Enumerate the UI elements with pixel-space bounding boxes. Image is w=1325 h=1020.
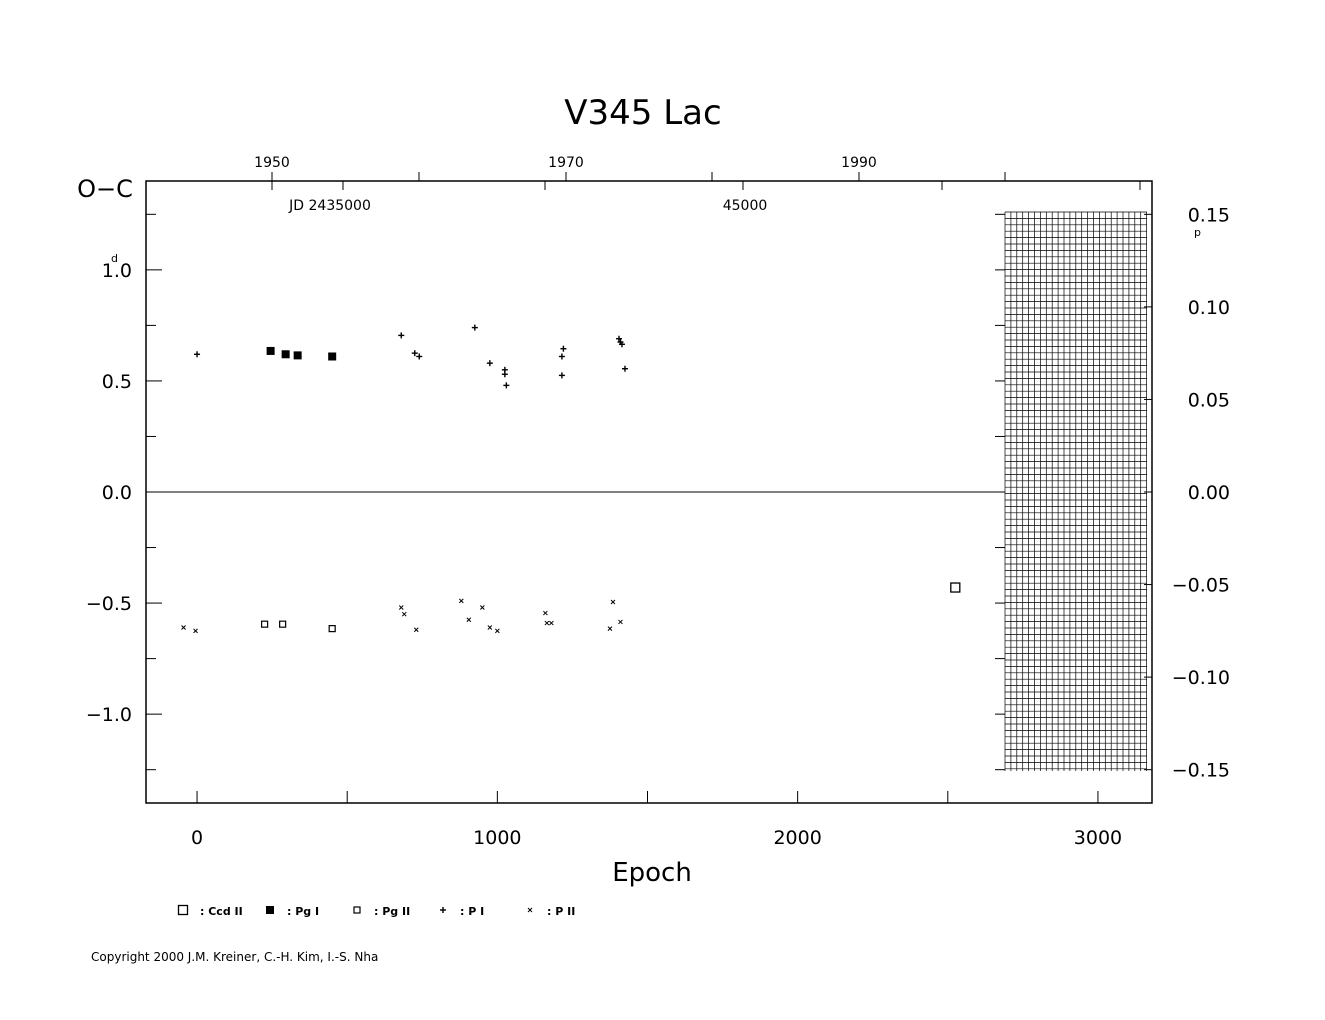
legend-label-p-ii: : P II (547, 905, 575, 918)
point-p-i (398, 332, 405, 339)
legend-marker-p-ii (527, 907, 533, 913)
x-tick-label: 1000 (473, 827, 521, 849)
point-p-i (501, 371, 508, 378)
legend-marker-ccd-ii (177, 904, 189, 916)
point-p-ii (398, 605, 404, 610)
point-p-ii (494, 628, 500, 634)
point-p-i (471, 324, 478, 331)
unobserved-region-grid (1004, 211, 1147, 771)
point-p-ii (543, 610, 548, 616)
right-tick-label: 0.15 (1188, 204, 1230, 226)
point-pg-ii (261, 620, 269, 628)
chart-title: V345 Lac (564, 93, 721, 133)
x-tick-label: 2000 (773, 827, 821, 849)
copyright-notice: Copyright 2000 J.M. Kreiner, C.-H. Kim, … (91, 950, 378, 964)
point-p-ii (610, 599, 616, 605)
point-ccd-ii (950, 582, 961, 593)
y-tick-label: 1.0 (102, 260, 132, 282)
legend-marker-pg-ii (353, 906, 361, 914)
y-tick-label: −0.5 (86, 593, 132, 615)
point-p-i (560, 345, 567, 352)
y-tick-label: −1.0 (86, 704, 132, 726)
point-p-ii (487, 625, 493, 630)
point-pg-ii (279, 620, 287, 628)
x-tick-label: 0 (191, 827, 203, 849)
point-p-ii (466, 617, 472, 623)
legend-marker-pg-i (266, 906, 274, 914)
point-p-ii (413, 627, 419, 633)
point-p-ii (193, 628, 198, 634)
point-p-ii (458, 598, 464, 604)
point-p-i (503, 382, 510, 389)
point-p-i (194, 351, 201, 358)
right-tick-label: −0.15 (1172, 760, 1230, 782)
point-pg-i (328, 352, 337, 361)
right-tick-label: −0.10 (1172, 667, 1230, 689)
data-points (181, 324, 961, 634)
y-tick-label: 0.5 (102, 371, 132, 393)
y-unit-label: d (111, 252, 118, 265)
top-year-label: 1950 (254, 155, 290, 171)
point-p-i (486, 360, 493, 367)
point-pg-ii (328, 625, 336, 633)
right-unit-label: p (1194, 226, 1201, 239)
right-tick-label: −0.05 (1172, 575, 1230, 597)
point-pg-i (266, 346, 275, 355)
point-p-ii (401, 611, 407, 617)
right-tick-label: 0.05 (1188, 389, 1230, 411)
legend-marker-p-i (440, 907, 446, 913)
y-axis-label: O−C (77, 175, 133, 203)
point-p-ii (607, 626, 613, 631)
jd-label: 45000 (723, 198, 768, 214)
jd-label: JD 2435000 (288, 198, 371, 214)
point-p-i (615, 335, 622, 342)
top-year-label: 1970 (548, 155, 584, 171)
legend-label-p-i: : P I (460, 905, 484, 918)
point-p-i (558, 372, 565, 379)
legend-label-pg-i: : Pg I (287, 905, 319, 918)
axis-ticks (146, 172, 1152, 803)
point-p-ii (479, 605, 485, 610)
x-tick-label: 3000 (1074, 827, 1122, 849)
point-p-ii (544, 620, 550, 626)
point-p-i (558, 353, 565, 360)
point-p-i (621, 365, 628, 372)
tick-labels: 0 1000 2000 3000 1.0 0.5 0.0 −0.5 −1.0 d 0.15 0.10 0… (86, 155, 1230, 849)
point-p-ii (181, 625, 186, 630)
point-p-i (416, 353, 423, 360)
right-tick-label: 0.10 (1188, 297, 1230, 319)
legend-label-pg-ii: : Pg II (374, 905, 410, 918)
point-p-ii (618, 619, 623, 625)
y-tick-label: 0.0 (102, 482, 132, 504)
point-p-ii (549, 620, 554, 626)
legend: : Ccd II : Pg I : Pg II : P I : P II (177, 904, 575, 918)
point-pg-i (281, 350, 290, 359)
legend-label-ccd-ii: : Ccd II (200, 905, 243, 918)
point-pg-i (293, 351, 302, 360)
x-axis-label: Epoch (612, 858, 692, 888)
point-p-i (618, 341, 625, 348)
top-year-label: 1990 (841, 155, 877, 171)
right-tick-label: 0.00 (1188, 482, 1230, 504)
point-p-i (411, 350, 418, 357)
